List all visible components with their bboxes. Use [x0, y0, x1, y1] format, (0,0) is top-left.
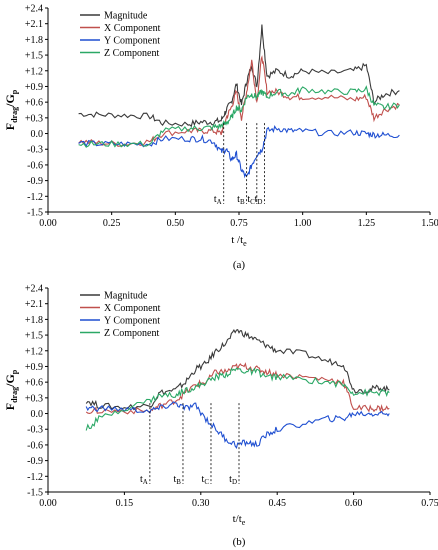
y-tick-label: +1.8: [25, 35, 43, 46]
x-tick-label: 1.50: [421, 218, 438, 229]
panel-caption: (a): [233, 259, 246, 271]
x-tick-label: 0.75: [230, 218, 248, 229]
y-tick-label: +1.5: [25, 51, 43, 62]
chart-panel-1: -1.5 -1.2 -0.9 -0.6 -0.3 0.0 +0.3 +0.6 +0.9 +1.2 +…: [3, 4, 438, 272]
legend-label: Magnitude: [104, 291, 148, 302]
x-tick-label: 0.00: [39, 218, 57, 229]
y-tick-label: +1.8: [25, 315, 43, 326]
y-tick-label: +0.6: [25, 98, 43, 109]
event-marker-label: tB: [237, 194, 245, 206]
y-tick-label: -1.2: [27, 472, 43, 483]
y-tick-label: -0.6: [27, 160, 43, 171]
event-marker-label: tA: [214, 194, 222, 206]
event-marker-label: tB: [174, 474, 182, 486]
series-line-y-component: [78, 124, 400, 179]
series-line-z-component: [85, 367, 390, 431]
x-tick-label: 0.60: [345, 498, 363, 509]
y-tick-label: -1.2: [27, 192, 43, 203]
y-tick-label: +2.1: [25, 19, 43, 30]
event-marker-label: tA: [140, 474, 148, 486]
legend-label: X Component: [104, 303, 161, 314]
event-marker-label: tC: [247, 194, 255, 206]
x-tick-label: 0.15: [116, 498, 134, 509]
y-tick-label: +2.4: [25, 4, 43, 15]
y-tick-label: +1.5: [25, 331, 43, 342]
y-tick-label: -0.9: [27, 456, 43, 467]
x-tick-label: 0.75: [421, 498, 438, 509]
y-tick-label: +0.9: [25, 82, 43, 93]
y-tick-label: +0.6: [25, 378, 43, 389]
x-tick-label: 1.00: [294, 218, 312, 229]
y-tick-label: +1.2: [25, 346, 43, 357]
series-line-magnitude: [78, 24, 400, 128]
y-tick-label: -1.5: [27, 208, 43, 219]
event-marker-label: tD: [255, 194, 263, 206]
y-tick-label: 0.0: [31, 129, 44, 140]
x-tick-label: 0.25: [103, 218, 121, 229]
panel-caption: (b): [233, 536, 246, 548]
chart-panel-2: -1.5 -1.2 -0.9 -0.6 -0.3 0.0 +0.3 +0.6 +0.9 +1.2 +…: [3, 284, 438, 549]
y-tick-label: +1.2: [25, 66, 43, 77]
y-tick-label: -1.5: [27, 488, 43, 499]
series-line-magnitude: [85, 329, 390, 411]
y-tick-label: +2.1: [25, 299, 43, 310]
series-line-x-component: [78, 55, 400, 147]
y-tick-label: -0.3: [27, 425, 43, 436]
x-tick-label: 0.00: [39, 498, 57, 509]
x-axis-label: t /te: [231, 234, 247, 248]
y-tick-label: -0.9: [27, 176, 43, 187]
y-tick-label: +2.4: [25, 284, 43, 295]
y-tick-label: 0.0: [31, 409, 44, 420]
y-axis-label: Fdrag/Gp: [3, 89, 19, 130]
y-tick-label: +0.3: [25, 113, 43, 124]
x-tick-label: 0.30: [192, 498, 210, 509]
y-tick-label: -0.6: [27, 440, 43, 451]
legend-label: Magnitude: [104, 11, 148, 22]
series-line-x-component: [85, 362, 390, 415]
y-tick-label: -0.3: [27, 145, 43, 156]
legend-label: Y Component: [104, 316, 160, 327]
x-axis-label: t/te: [233, 513, 246, 527]
series-line-y-component: [85, 401, 390, 450]
x-tick-label: 1.25: [358, 218, 376, 229]
x-tick-label: 0.50: [167, 218, 185, 229]
y-tick-label: +0.9: [25, 362, 43, 373]
legend-label: Y Component: [104, 36, 160, 47]
legend-label: Z Component: [104, 48, 159, 59]
y-axis-label: Fdrag/Gp: [3, 369, 19, 410]
legend-label: Z Component: [104, 328, 159, 339]
event-marker-label: tC: [202, 474, 210, 486]
x-tick-label: 0.45: [268, 498, 286, 509]
event-marker-label: tD: [229, 474, 237, 486]
legend-label: X Component: [104, 23, 161, 34]
series-line-z-component: [78, 85, 400, 148]
y-tick-label: +0.3: [25, 393, 43, 404]
